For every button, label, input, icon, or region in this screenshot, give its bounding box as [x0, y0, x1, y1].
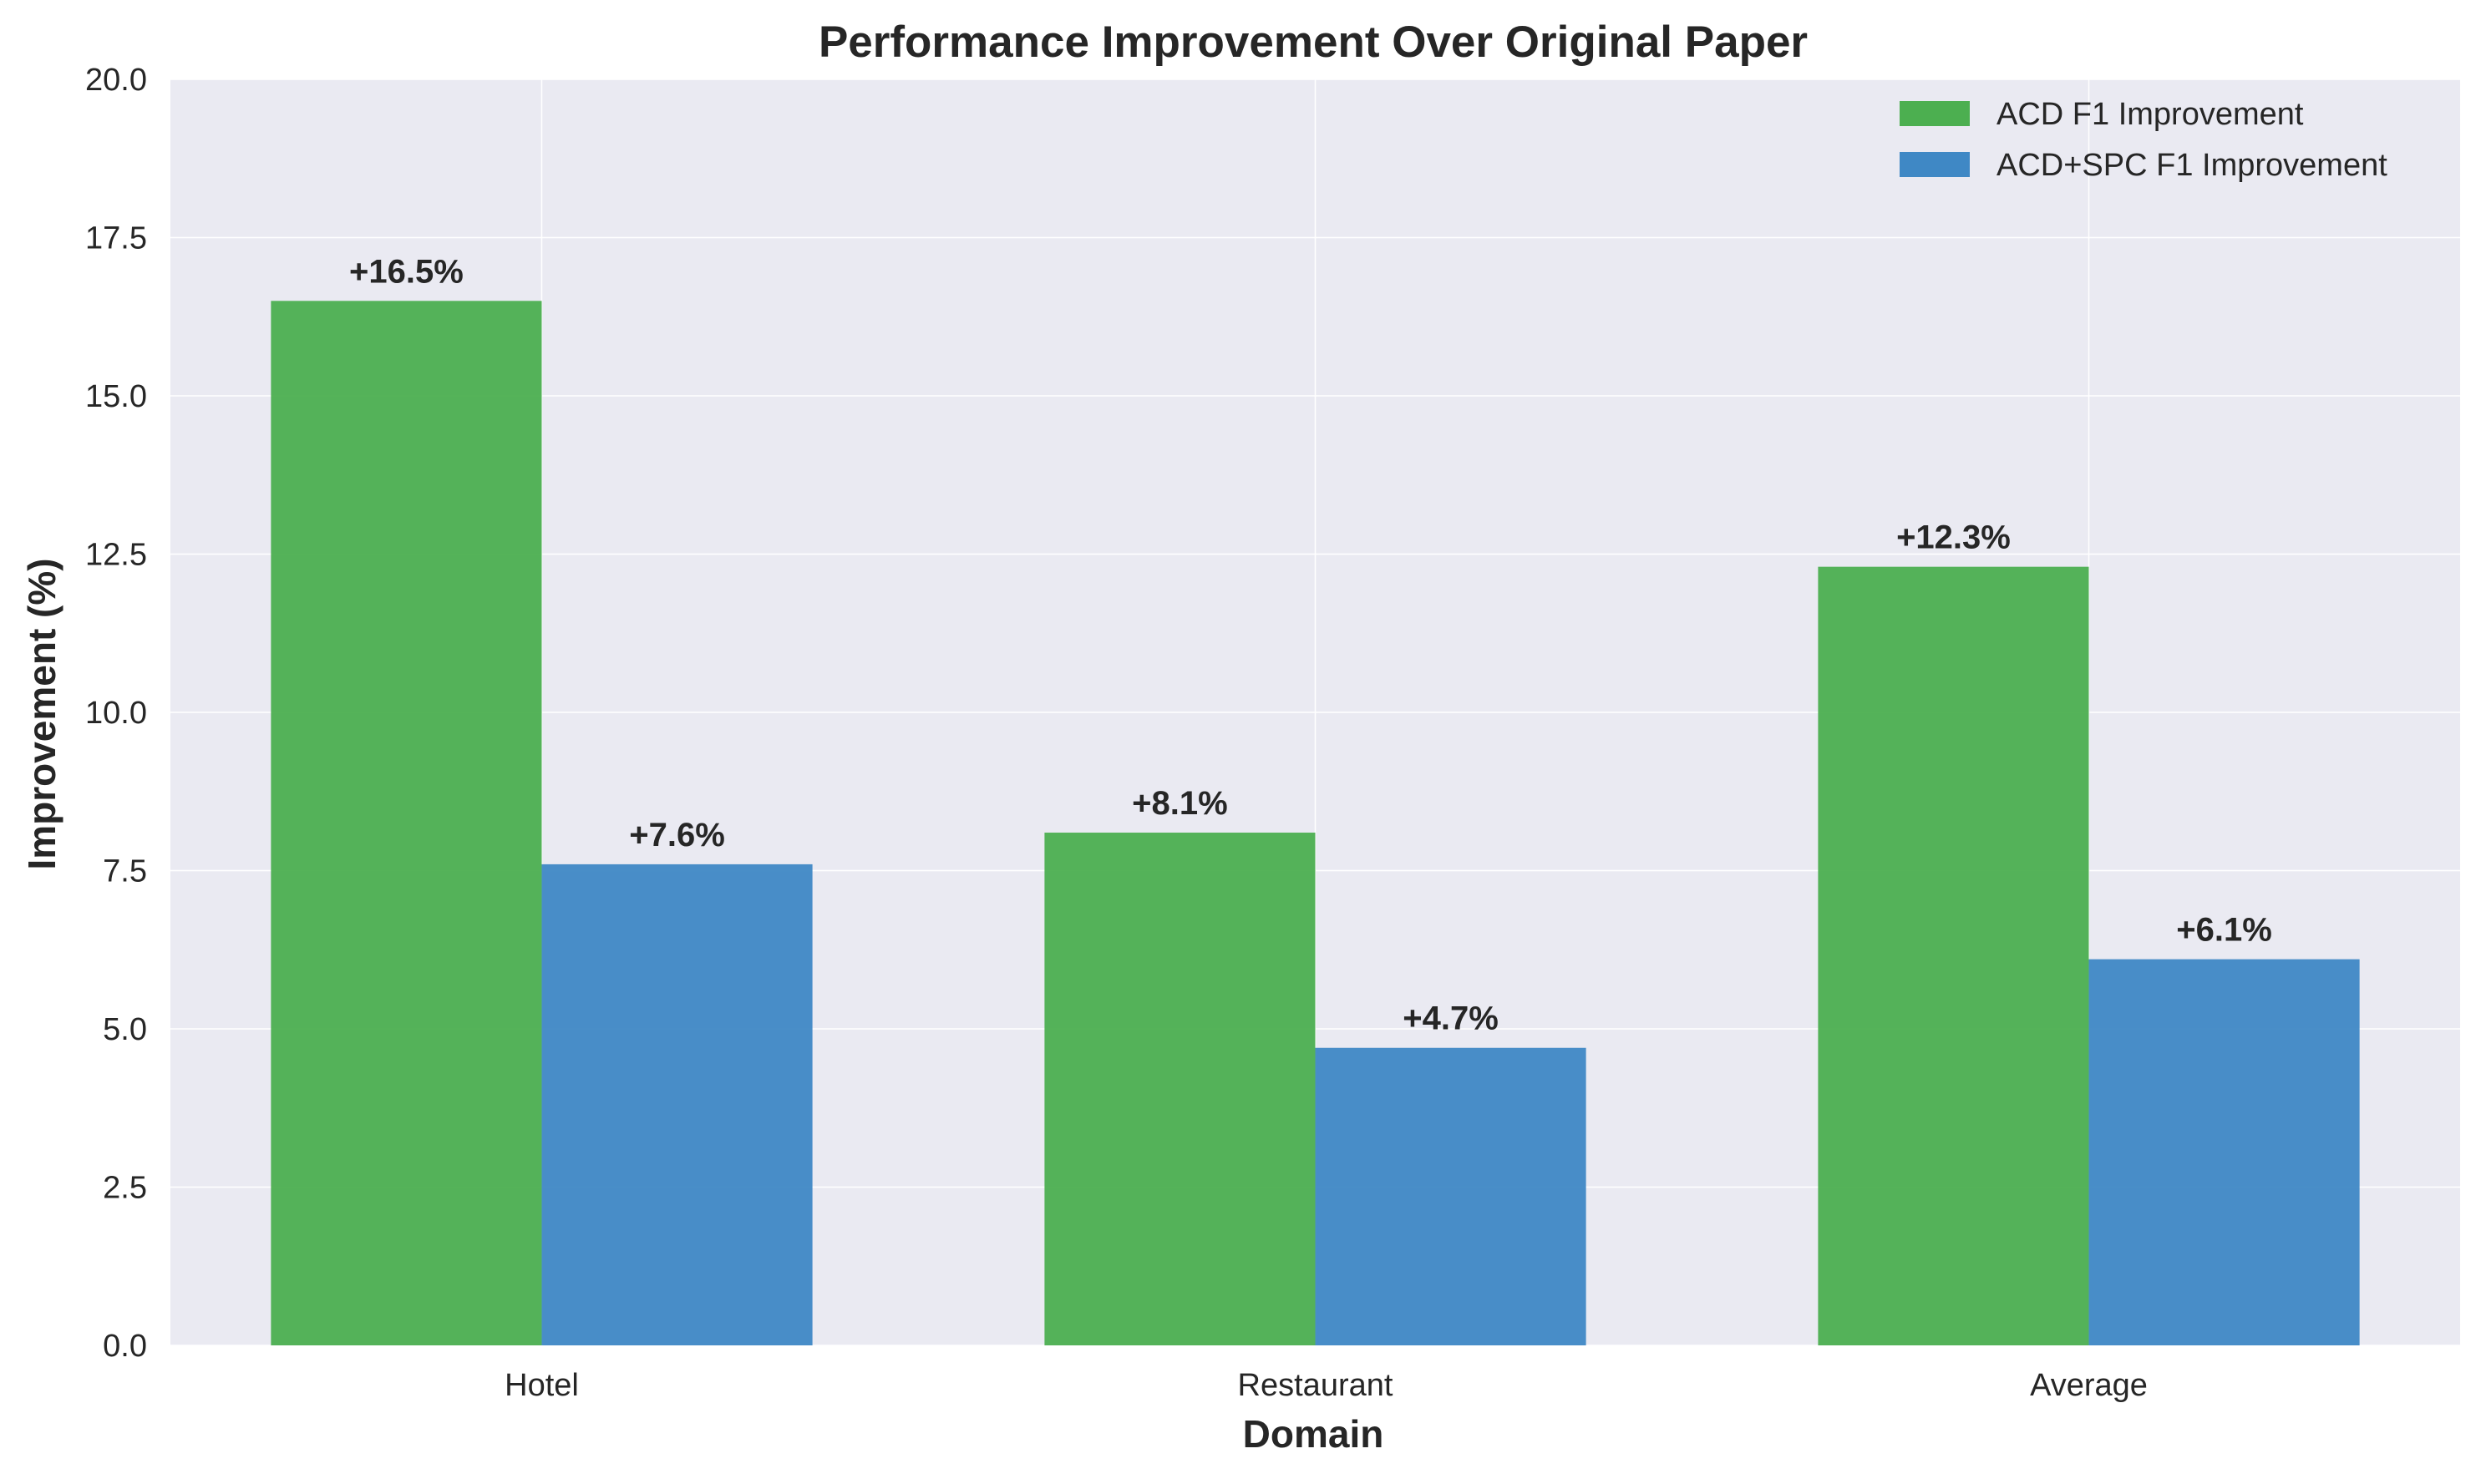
bar: [271, 301, 542, 1345]
y-tick-label: 12.5: [85, 538, 147, 573]
y-tick-label: 2.5: [103, 1171, 147, 1206]
bar-value-label: +4.7%: [1403, 1000, 1499, 1037]
bar-value-label: +16.5%: [349, 253, 464, 290]
y-tick-label: 17.5: [85, 221, 147, 256]
y-axis-ticks: 0.0 2.5 5.0 7.5 10.0 12.5 15.0 17.5 20.0: [85, 63, 147, 1364]
x-tick-label: Hotel: [505, 1368, 579, 1403]
y-tick-label: 15.0: [85, 379, 147, 414]
y-tick-label: 0.0: [103, 1329, 147, 1364]
x-tick-label: Average: [2030, 1368, 2148, 1403]
legend-swatch: [1900, 152, 1970, 177]
y-tick-label: 20.0: [85, 63, 147, 98]
legend: ACD F1 Improvement ACD+SPC F1 Improvement: [1900, 97, 2387, 183]
y-axis-label: Improvement (%): [20, 558, 63, 869]
bar-value-label: +8.1%: [1132, 785, 1228, 822]
y-tick-label: 7.5: [103, 854, 147, 889]
bar: [2088, 959, 2360, 1345]
x-axis-label: Domain: [1243, 1412, 1384, 1456]
bar: [1044, 833, 1316, 1345]
bar: [541, 864, 813, 1345]
x-axis-ticks: Hotel Restaurant Average: [505, 1368, 2148, 1403]
bar-value-label: +6.1%: [2176, 912, 2272, 949]
x-tick-label: Restaurant: [1238, 1368, 1393, 1403]
bar: [1818, 566, 2089, 1345]
legend-swatch: [1900, 101, 1970, 126]
legend-label: ACD+SPC F1 Improvement: [1996, 148, 2387, 183]
bar: [1315, 1047, 1586, 1345]
bars: [271, 301, 2360, 1345]
bar-value-labels: +16.5% +8.1% +12.3% +7.6% +4.7% +6.1%: [349, 253, 2272, 1036]
bar-value-label: +7.6%: [629, 817, 725, 853]
bar-value-label: +12.3%: [1896, 519, 2011, 556]
y-tick-label: 10.0: [85, 696, 147, 731]
chart-title: Performance Improvement Over Original Pa…: [819, 18, 1808, 67]
legend-label: ACD F1 Improvement: [1996, 97, 2304, 132]
y-tick-label: 5.0: [103, 1012, 147, 1047]
